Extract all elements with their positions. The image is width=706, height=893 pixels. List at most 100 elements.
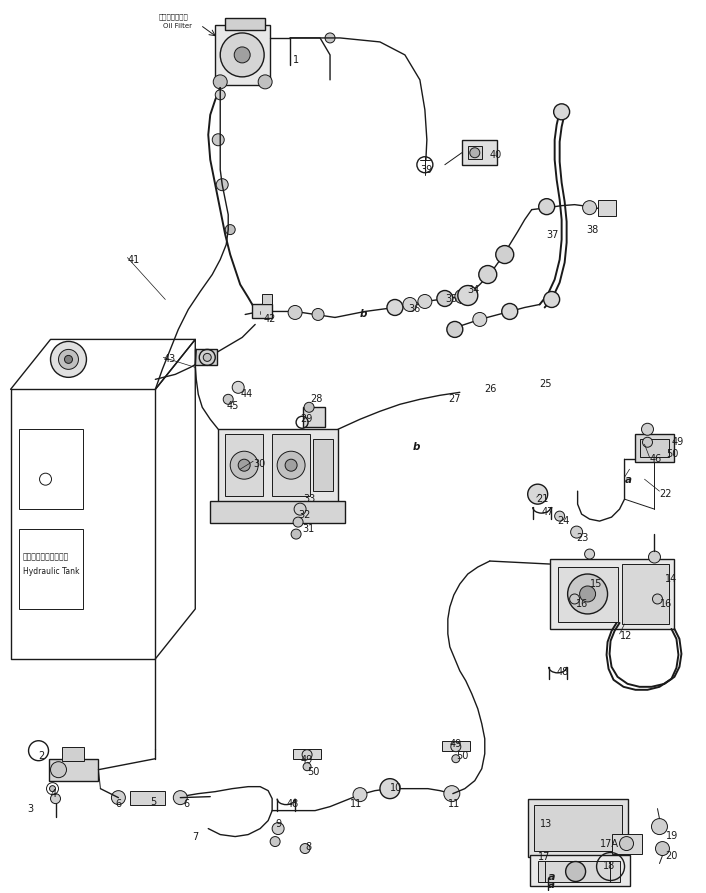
Text: 21: 21 xyxy=(537,494,549,505)
Circle shape xyxy=(300,844,310,854)
Text: b: b xyxy=(413,442,420,452)
Text: 16: 16 xyxy=(575,599,588,609)
Bar xyxy=(442,740,469,751)
Text: 19: 19 xyxy=(666,830,678,840)
Text: a: a xyxy=(625,475,632,485)
Bar xyxy=(527,798,628,856)
Circle shape xyxy=(642,423,654,435)
Text: b: b xyxy=(360,310,367,320)
Text: 40: 40 xyxy=(490,150,502,160)
Circle shape xyxy=(444,786,460,802)
Bar xyxy=(131,790,165,805)
Circle shape xyxy=(473,313,486,327)
Bar xyxy=(303,407,325,427)
Circle shape xyxy=(51,794,61,804)
Circle shape xyxy=(216,179,228,191)
Circle shape xyxy=(447,321,463,338)
Text: 43: 43 xyxy=(163,355,176,364)
Circle shape xyxy=(380,779,400,798)
Bar xyxy=(621,564,669,624)
Circle shape xyxy=(64,355,73,363)
Circle shape xyxy=(223,395,233,405)
Text: 39: 39 xyxy=(420,164,432,175)
Circle shape xyxy=(285,459,297,472)
Text: 50: 50 xyxy=(456,751,468,761)
Bar xyxy=(530,855,630,887)
Circle shape xyxy=(554,104,570,120)
Circle shape xyxy=(215,90,225,100)
Text: 46: 46 xyxy=(650,455,662,464)
Text: 5: 5 xyxy=(150,797,157,806)
Text: 47: 47 xyxy=(542,507,554,517)
Circle shape xyxy=(451,742,461,752)
Text: 22: 22 xyxy=(659,489,672,499)
Bar xyxy=(538,861,620,882)
Circle shape xyxy=(294,503,306,515)
Text: 20: 20 xyxy=(666,850,678,861)
Text: 29: 29 xyxy=(300,414,313,424)
Bar xyxy=(63,747,85,761)
Circle shape xyxy=(479,265,497,283)
Circle shape xyxy=(303,763,311,771)
Circle shape xyxy=(293,517,303,527)
Circle shape xyxy=(568,574,608,614)
Text: 6: 6 xyxy=(184,798,189,809)
Circle shape xyxy=(652,594,662,604)
Text: 2: 2 xyxy=(39,751,44,761)
Text: 1: 1 xyxy=(293,54,299,65)
Text: 10: 10 xyxy=(390,782,402,793)
Circle shape xyxy=(272,822,284,835)
Circle shape xyxy=(173,790,187,805)
Text: 23: 23 xyxy=(577,533,589,543)
Circle shape xyxy=(539,198,555,214)
Circle shape xyxy=(527,484,548,505)
Text: 49: 49 xyxy=(671,438,683,447)
Circle shape xyxy=(258,75,272,88)
Text: 13: 13 xyxy=(539,819,552,829)
Bar xyxy=(611,833,642,854)
Text: 26: 26 xyxy=(484,384,496,395)
Circle shape xyxy=(304,403,314,413)
Text: 36: 36 xyxy=(408,305,420,314)
Text: 16: 16 xyxy=(659,599,671,609)
Text: Hydraulic Tank: Hydraulic Tank xyxy=(23,567,79,576)
Text: 44: 44 xyxy=(240,389,253,399)
Text: 11: 11 xyxy=(350,798,362,809)
Circle shape xyxy=(387,299,403,315)
Circle shape xyxy=(652,819,667,835)
Text: 33: 33 xyxy=(303,494,316,505)
Text: 15: 15 xyxy=(590,579,602,589)
Circle shape xyxy=(230,451,258,480)
Text: 30: 30 xyxy=(253,459,265,469)
Circle shape xyxy=(452,755,460,763)
Text: 42: 42 xyxy=(263,314,275,324)
Text: オイルフィルタ: オイルフィルタ xyxy=(158,13,188,20)
Circle shape xyxy=(232,381,244,393)
Text: 32: 32 xyxy=(298,510,311,520)
Circle shape xyxy=(496,246,514,263)
Text: 37: 37 xyxy=(546,230,559,239)
Text: 18: 18 xyxy=(603,861,615,871)
Bar xyxy=(313,439,333,491)
Circle shape xyxy=(544,291,560,307)
Circle shape xyxy=(418,295,432,308)
Bar xyxy=(18,529,83,609)
Circle shape xyxy=(585,549,594,559)
Circle shape xyxy=(213,134,225,146)
Circle shape xyxy=(220,33,264,77)
Bar xyxy=(640,439,669,457)
Circle shape xyxy=(59,349,78,370)
Bar xyxy=(225,18,265,30)
Circle shape xyxy=(580,586,596,602)
Circle shape xyxy=(582,201,597,214)
Bar xyxy=(558,567,618,622)
Text: 17: 17 xyxy=(538,852,550,862)
Circle shape xyxy=(403,297,417,312)
Circle shape xyxy=(469,147,480,158)
Text: 9: 9 xyxy=(275,819,281,829)
Circle shape xyxy=(642,438,652,447)
Text: 48: 48 xyxy=(286,798,299,809)
Circle shape xyxy=(437,290,453,306)
Bar xyxy=(225,434,263,497)
Circle shape xyxy=(234,47,250,63)
